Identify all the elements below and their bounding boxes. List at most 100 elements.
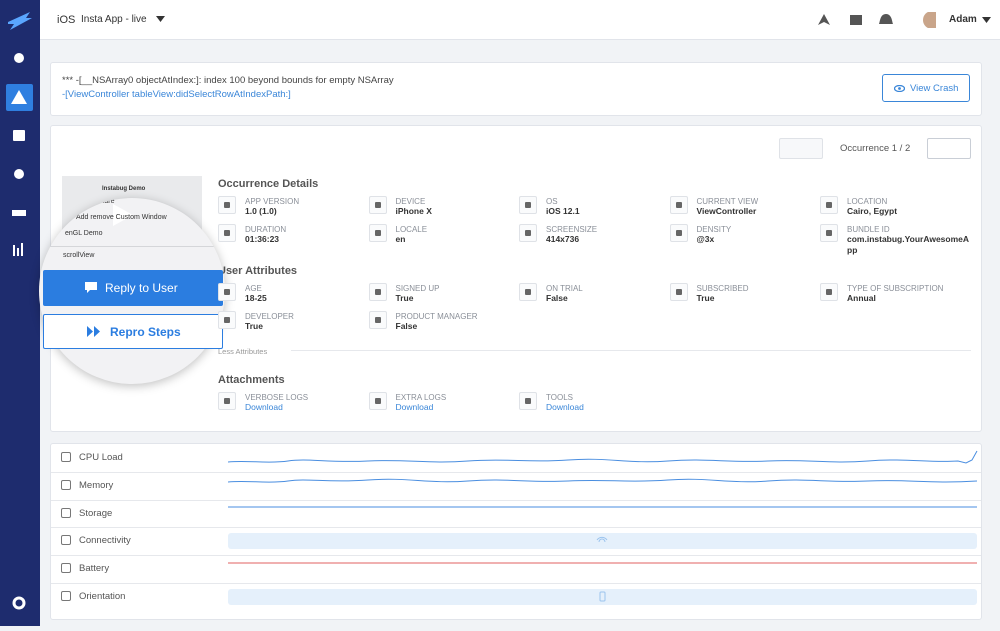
- field-icon: [669, 196, 688, 214]
- field-value: 01:36:23: [245, 234, 280, 244]
- row-separator: [51, 555, 981, 557]
- field-value: @3x: [696, 234, 715, 244]
- divider: [291, 350, 971, 351]
- repro-button[interactable]: Repro Steps: [43, 314, 223, 349]
- field-label: SUBSCRIBED: [696, 284, 749, 293]
- field-icon: [218, 224, 236, 242]
- field-value[interactable]: Download: [245, 402, 283, 412]
- field-icon: [820, 283, 838, 301]
- field-label: TYPE OF SUBSCRIPTION: [847, 284, 944, 293]
- field-icon: [820, 224, 838, 242]
- user-dropdown[interactable]: [982, 17, 991, 23]
- user-name[interactable]: Adam: [949, 14, 977, 25]
- field-label: TOOLS: [546, 393, 573, 402]
- field-icon: [669, 283, 688, 301]
- field-value: iPhone X: [395, 206, 432, 216]
- field-icon: [218, 196, 236, 214]
- metric-icon: [61, 563, 71, 574]
- field-icon: [368, 283, 387, 301]
- field-icon: [519, 392, 537, 410]
- exception: *** -[__NSArray0 objectAtIndex:]: index …: [62, 75, 394, 86]
- field-label: AGE: [245, 284, 262, 293]
- metric-label: Orientation: [79, 591, 126, 602]
- field-value[interactable]: Download: [546, 402, 584, 412]
- row-separator: [51, 471, 981, 473]
- preview-row: Social share: [76, 198, 115, 205]
- metric-label: Storage: [79, 507, 113, 519]
- field-label: SIGNED UP: [395, 284, 440, 293]
- metric-icon: [61, 479, 71, 490]
- field-icon: [820, 196, 838, 214]
- method[interactable]: -[ViewController tableView:didSelectRowA…: [62, 89, 291, 100]
- attributes-title: User Attributes: [218, 265, 298, 277]
- field-icon: [669, 224, 688, 242]
- field-value: com.instabug.YourAwesomeApp: [847, 234, 970, 255]
- field-label: APP VERSION: [245, 197, 300, 206]
- preview-row: enGL Demo: [65, 230, 103, 237]
- repro-label[interactable]: Repro Steps: [110, 325, 181, 339]
- metric-label: Battery: [79, 563, 110, 575]
- eye-icon: [894, 85, 905, 92]
- preview-title: Instabug Demo: [102, 186, 146, 192]
- field-value: en: [395, 234, 406, 244]
- field-icon: [519, 283, 537, 301]
- field-value: True: [696, 293, 715, 303]
- sidebar: [0, 0, 40, 626]
- field-label: BUNDLE ID: [847, 225, 890, 234]
- view-crash-label[interactable]: View Crash: [910, 83, 959, 94]
- metric-icon: [61, 452, 71, 462]
- field-value: True: [395, 293, 414, 303]
- sidebar-icons: [6, 12, 33, 610]
- field-value: Cairo, Egypt: [847, 206, 898, 216]
- row-separator: [51, 499, 981, 501]
- less-attributes[interactable]: Less Attributes: [218, 347, 268, 356]
- view-crash-button[interactable]: View Crash: [882, 74, 970, 102]
- next-last-buttons[interactable]: [927, 138, 971, 159]
- preview-row: scrollView: [63, 252, 95, 259]
- first-prev-buttons[interactable]: [779, 138, 823, 159]
- field-icon: [218, 311, 236, 329]
- field-label: CURRENT VIEW: [696, 197, 759, 206]
- field-icon: [218, 283, 236, 301]
- crash-card: *** -[__NSArray0 objectAtIndex:]: index …: [50, 62, 982, 116]
- reply-button[interactable]: Reply to User: [43, 270, 223, 306]
- platform[interactable]: iOS: [57, 14, 76, 26]
- field-icon: [368, 224, 387, 242]
- attachments-title: Attachments: [218, 374, 285, 386]
- top-bar: iOS Insta App - live Adam: [40, 0, 1000, 40]
- field-icon: [519, 224, 537, 242]
- metric-icon: [61, 535, 71, 546]
- field-label: ON TRIAL: [546, 284, 583, 293]
- field-value[interactable]: Download: [395, 402, 434, 412]
- field-value: iOS 12.1: [546, 206, 580, 216]
- repro-icon: [87, 326, 100, 337]
- field-value: False: [546, 293, 568, 303]
- field-value: 414x736: [546, 234, 580, 244]
- field-label: VERBOSE LOGS: [245, 393, 309, 402]
- preview-row: Add remove Custom Window: [76, 214, 167, 221]
- details-title: Occurrence Details: [218, 178, 319, 190]
- metric-icon: [61, 591, 71, 601]
- details-card: Occurrence 1 / 2 Occurrence Details User…: [39, 125, 982, 432]
- field-icon: [368, 311, 387, 329]
- app-name[interactable]: Insta App - live: [81, 14, 147, 25]
- metric-label: Memory: [79, 479, 114, 491]
- app-dropdown[interactable]: [156, 16, 165, 22]
- field-value: True: [245, 321, 263, 331]
- field-label: EXTRA LOGS: [395, 393, 447, 402]
- field-icon: [368, 392, 387, 410]
- timeline-tracks: [228, 450, 978, 605]
- field-label: LOCATION: [847, 197, 888, 206]
- field-label: DURATION: [245, 225, 287, 234]
- field-value: Annual: [847, 293, 876, 303]
- field-value: False: [395, 321, 418, 331]
- occurrence-counter: Occurrence 1 / 2: [840, 143, 911, 154]
- field-icon: [368, 196, 387, 214]
- field-label: LOCALE: [395, 225, 428, 234]
- header-icons[interactable]: [816, 12, 936, 28]
- field-label: OS: [546, 197, 558, 206]
- reply-label[interactable]: Reply to User: [105, 281, 178, 295]
- field-label: PRODUCT MANAGER: [395, 312, 478, 321]
- row-separator: [51, 583, 981, 584]
